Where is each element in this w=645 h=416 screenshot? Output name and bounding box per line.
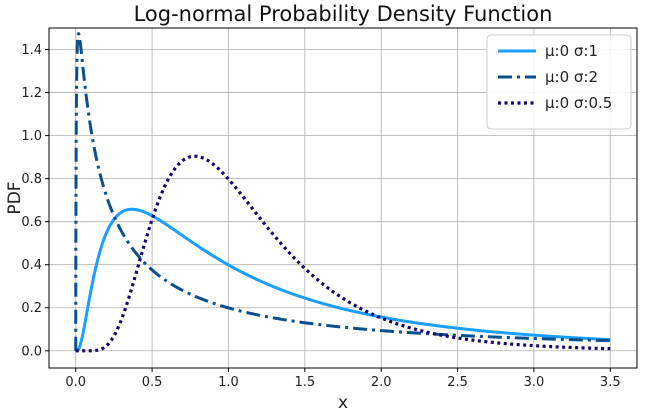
y-tick-label: 0.0 xyxy=(21,344,42,359)
legend-entry-2: μ:0 σ:2 xyxy=(545,68,598,86)
axis-ticks: 0.0 0.5 1.0 1.5 2.0 2.5 3.0 3.5 0.0 0.2 0.4 0.6 0.8 1… xyxy=(21,43,620,390)
legend: μ:0 σ:1 μ:0 σ:2 μ:0 σ:0.5 xyxy=(486,34,632,130)
x-tick-label: 1.5 xyxy=(294,375,315,390)
legend-entry-1: μ:0 σ:1 xyxy=(545,42,598,60)
y-axis-label: PDF xyxy=(5,181,25,214)
series-line-1 xyxy=(74,207,612,353)
y-tick-label: 1.2 xyxy=(21,86,42,101)
plot-area-frame xyxy=(48,27,638,369)
x-tick-label: 3.0 xyxy=(524,375,545,390)
x-axis-label: x xyxy=(338,393,348,413)
legend-entry-3: μ:0 σ:0.5 xyxy=(545,94,612,112)
y-tick-label: 0.8 xyxy=(21,172,42,187)
x-tick-label: 2.0 xyxy=(371,375,392,390)
y-tick-label: 0.4 xyxy=(21,258,42,273)
x-tick-label: 0.0 xyxy=(65,375,86,390)
x-tick-label: 2.5 xyxy=(447,375,468,390)
x-tick-label: 1.0 xyxy=(218,375,239,390)
series-layer xyxy=(74,32,612,353)
y-tick-label: 1.4 xyxy=(21,43,42,58)
series-line-3 xyxy=(74,154,612,353)
x-tick-label: 0.5 xyxy=(142,375,163,390)
y-tick-label: 1.0 xyxy=(21,129,42,144)
y-tick-label: 0.2 xyxy=(21,301,42,316)
series-line-2 xyxy=(74,32,612,352)
chart-title: Log-normal Probability Density Function xyxy=(134,2,553,26)
legend-box xyxy=(486,34,632,130)
x-tick-label: 3.5 xyxy=(600,375,621,390)
y-tick-label: 0.6 xyxy=(21,215,42,230)
